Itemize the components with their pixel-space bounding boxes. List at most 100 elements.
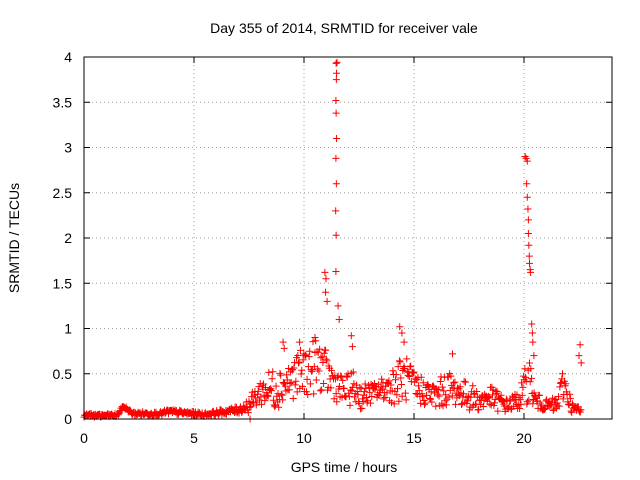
data-point (407, 362, 415, 370)
data-point (527, 268, 535, 276)
data-point (537, 401, 545, 409)
data-point (460, 390, 467, 398)
data-point (442, 401, 450, 409)
data-point (448, 392, 456, 400)
data-point (456, 383, 464, 391)
data-point (568, 408, 576, 416)
data-point (247, 403, 255, 411)
data-point (568, 400, 576, 408)
data-point (333, 58, 341, 66)
data-point (392, 376, 400, 384)
data-point (396, 358, 404, 366)
data-point (559, 370, 566, 378)
data-point (274, 390, 282, 398)
data-point (497, 391, 505, 399)
data-point (279, 338, 287, 346)
data-point (521, 365, 529, 373)
data-point (559, 395, 567, 403)
data-point (294, 351, 302, 359)
data-point (524, 216, 532, 224)
data-point (528, 329, 536, 337)
data-point (447, 372, 455, 380)
data-point (320, 380, 328, 388)
data-point (276, 369, 284, 377)
data-point (517, 400, 525, 408)
data-point (355, 400, 363, 408)
data-point (335, 383, 343, 391)
data-point (398, 329, 406, 337)
data-point (347, 332, 355, 340)
data-point (467, 393, 475, 401)
data-point (390, 400, 398, 408)
data-point (269, 368, 277, 376)
data-point (525, 241, 533, 249)
data-point (337, 372, 345, 380)
data-point (366, 388, 374, 396)
data-point (371, 386, 379, 394)
data-point (320, 349, 328, 357)
data-point (479, 403, 487, 411)
data-point (529, 338, 537, 346)
data-point (498, 396, 506, 404)
data-point (528, 320, 536, 328)
y-tick-label: 2 (64, 230, 72, 246)
data-point (529, 400, 537, 408)
data-point (279, 378, 287, 386)
data-point (489, 391, 497, 399)
y-tick-label: 0.5 (53, 366, 73, 382)
data-point (337, 373, 345, 381)
data-point (358, 404, 366, 412)
data-point (319, 359, 327, 367)
data-point (246, 403, 254, 411)
data-point (277, 371, 285, 379)
data-point (343, 373, 351, 381)
data-point (401, 389, 409, 397)
data-point (333, 373, 341, 381)
data-point (327, 384, 335, 392)
y-tick-label: 0 (64, 411, 72, 427)
data-point (267, 387, 275, 395)
data-point (244, 409, 252, 417)
data-point (254, 387, 262, 395)
data-point (290, 364, 298, 372)
data-point (333, 134, 341, 142)
data-point (339, 376, 347, 384)
data-point (333, 398, 341, 406)
data-point (345, 392, 353, 400)
data-point (536, 399, 544, 407)
y-axis-label: SRMTID / TECUs (6, 183, 22, 293)
data-point (346, 401, 354, 409)
x-axis-label: GPS time / hours (291, 459, 398, 475)
data-point (519, 383, 527, 391)
data-point (394, 385, 401, 393)
data-point (421, 399, 429, 407)
data-point (398, 392, 406, 400)
data-point (394, 363, 402, 371)
data-point (426, 394, 434, 402)
y-tick-label: 3 (64, 140, 72, 156)
data-point (566, 390, 574, 398)
data-point (287, 379, 295, 387)
data-point (332, 59, 340, 67)
data-point (314, 348, 322, 356)
data-point (298, 366, 306, 374)
data-point (356, 383, 364, 391)
data-point (449, 350, 456, 358)
data-point (322, 275, 330, 283)
data-point (322, 355, 330, 363)
data-point (349, 383, 357, 391)
data-point (402, 396, 410, 404)
data-point (418, 390, 426, 398)
data-point (333, 69, 341, 77)
data-point (531, 393, 539, 401)
data-point (301, 352, 309, 360)
data-point (410, 368, 418, 376)
y-tick-label: 1 (64, 321, 72, 337)
data-point (575, 352, 583, 360)
data-point (427, 388, 435, 396)
data-point (262, 383, 269, 391)
data-point (409, 369, 417, 377)
data-point (375, 392, 383, 400)
